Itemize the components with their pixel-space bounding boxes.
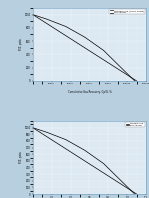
- Pot Aquifer: [65, 138, 67, 141]
- Pot Aquifer: [32, 127, 34, 129]
- Pot Aquifer: [122, 181, 123, 183]
- Pot Aquifer: [134, 80, 136, 82]
- Pot Aquifer: [32, 13, 34, 16]
- Y-axis label: P/Z, psia: P/Z, psia: [19, 152, 23, 163]
- Legend: Straight-Line (HCPV Const), Pot Aquifer: Straight-Line (HCPV Const), Pot Aquifer: [110, 9, 145, 14]
- Y-axis label: P/Z, psia: P/Z, psia: [19, 39, 23, 50]
- Pot Aquifer: [65, 25, 67, 28]
- Pot Aquifer: [46, 131, 48, 133]
- Pot Aquifer: [122, 68, 123, 70]
- Pot Aquifer: [103, 162, 104, 165]
- Pot Aquifer: [103, 49, 104, 51]
- Pot Aquifer: [46, 18, 48, 20]
- Pot Aquifer: [84, 149, 86, 151]
- Pot Aquifer: [84, 36, 86, 38]
- Line: Pot Aquifer: Pot Aquifer: [33, 128, 135, 194]
- Pot Aquifer: [134, 193, 136, 195]
- Legend: Straight-Line, Pot Aquifer: Straight-Line, Pot Aquifer: [125, 122, 145, 127]
- Line: Pot Aquifer: Pot Aquifer: [33, 15, 135, 81]
- X-axis label: Cumulative Gas Recovery, Gp/G, %: Cumulative Gas Recovery, Gp/G, %: [67, 90, 111, 94]
